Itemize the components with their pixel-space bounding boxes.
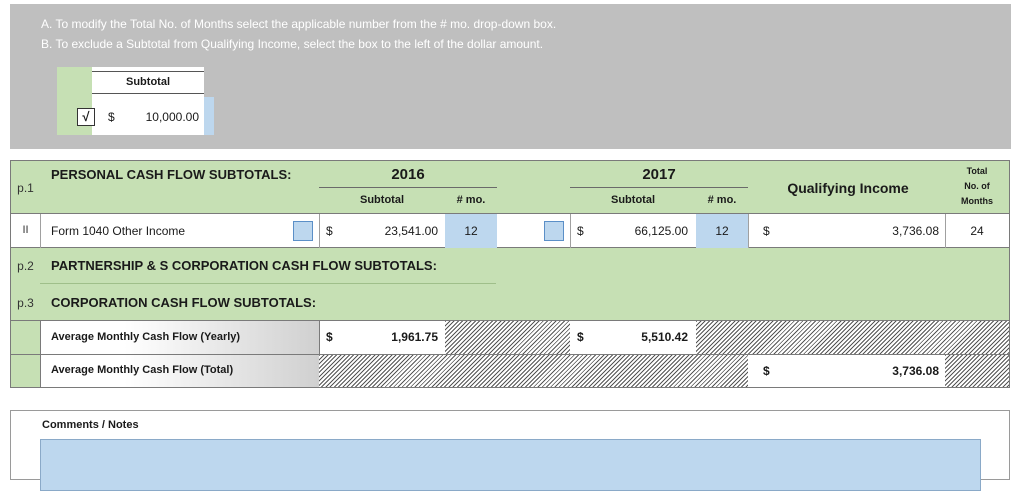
subtotal-example: Subtotal √ $ 10,000.00: [57, 67, 214, 135]
y1-months-header: # mo.: [456, 194, 486, 206]
y1-subtotal-header: Subtotal: [360, 194, 404, 206]
qualifying-income-value: 3,736.08: [892, 224, 939, 238]
p3-label: p.3: [17, 296, 34, 310]
hatched-cell: [945, 355, 1009, 387]
y2-months-header: # mo.: [707, 194, 737, 206]
example-header: Subtotal: [92, 71, 204, 94]
avg-y2-currency: $: [577, 330, 584, 344]
y1-currency: $: [326, 224, 333, 238]
total-header-1: Total: [966, 166, 988, 176]
example-checkbox[interactable]: √: [77, 108, 95, 126]
instructions-panel: A. To modify the Total No. of Months sel…: [10, 4, 1011, 149]
instruction-b: B. To exclude a Subtotal from Qualifying…: [41, 37, 544, 51]
p2-label: p.2: [17, 259, 34, 273]
avg-y1-currency: $: [326, 330, 333, 344]
total-months-value: 24: [970, 224, 984, 238]
avg-total-value: 3,736.08: [892, 364, 939, 378]
average-yearly-label: Average Monthly Cash Flow (Yearly): [51, 331, 241, 343]
personal-section-title: PERSONAL CASH FLOW SUBTOTALS:: [51, 167, 292, 182]
y2-subtotal: 66,125.00: [634, 224, 688, 238]
average-total-row: Average Monthly Cash Flow (Total) $ 3,73…: [11, 354, 1009, 387]
year-2017: 2017: [642, 166, 676, 183]
cash-flow-table: p.1 PERSONAL CASH FLOW SUBTOTALS: 2016 S…: [10, 160, 1010, 388]
y1-subtotal: 23,541.00: [384, 224, 438, 238]
comments-section: Comments / Notes: [10, 410, 1010, 491]
total-header-3: Months: [961, 196, 993, 206]
example-currency: $: [108, 110, 115, 124]
comments-textarea[interactable]: [40, 439, 981, 491]
hatched-cell: [696, 321, 1009, 354]
instruction-a: A. To modify the Total No. of Months sel…: [41, 17, 557, 31]
comments-label: Comments / Notes: [42, 419, 139, 431]
partnership-section-title: PARTNERSHIP & S CORPORATION CASH FLOW SU…: [51, 258, 437, 273]
corporation-section-title: CORPORATION CASH FLOW SUBTOTALS:: [51, 295, 317, 310]
qualifying-currency: $: [763, 224, 770, 238]
y1-exclude-checkbox[interactable]: [293, 221, 313, 241]
corporation-section-row: p.3 CORPORATION CASH FLOW SUBTOTALS:: [11, 284, 1009, 320]
hatched-cell: [445, 321, 570, 354]
average-total-label: Average Monthly Cash Flow (Total): [51, 364, 234, 376]
qualifying-income-header: Qualifying Income: [787, 180, 909, 196]
average-yearly-row: Average Monthly Cash Flow (Yearly) $ 1,9…: [11, 320, 1009, 354]
hatched-cell: [319, 355, 748, 387]
avg-y1-value: 1,961.75: [391, 330, 438, 344]
total-header-2: No. of: [964, 181, 990, 191]
income-name: Form 1040 Other Income: [51, 224, 186, 238]
partnership-section-row: p.2 PARTNERSHIP & S CORPORATION CASH FLO…: [11, 248, 1009, 284]
y2-subtotal-header: Subtotal: [611, 194, 655, 206]
row-number: II: [22, 224, 29, 236]
y2-exclude-checkbox[interactable]: [544, 221, 564, 241]
p1-label: p.1: [17, 181, 34, 195]
header-row: p.1 PERSONAL CASH FLOW SUBTOTALS: 2016 S…: [11, 161, 1009, 213]
avg-total-currency: $: [763, 364, 770, 378]
y1-months-dropdown[interactable]: 12: [445, 214, 497, 248]
year-2016: 2016: [391, 166, 425, 183]
income-row: II Form 1040 Other Income $ 23,541.00 12…: [11, 213, 1009, 248]
y2-currency: $: [577, 224, 584, 238]
example-amount: 10,000.00: [145, 110, 199, 124]
y2-months-dropdown[interactable]: 12: [696, 214, 748, 248]
avg-y2-value: 5,510.42: [641, 330, 688, 344]
